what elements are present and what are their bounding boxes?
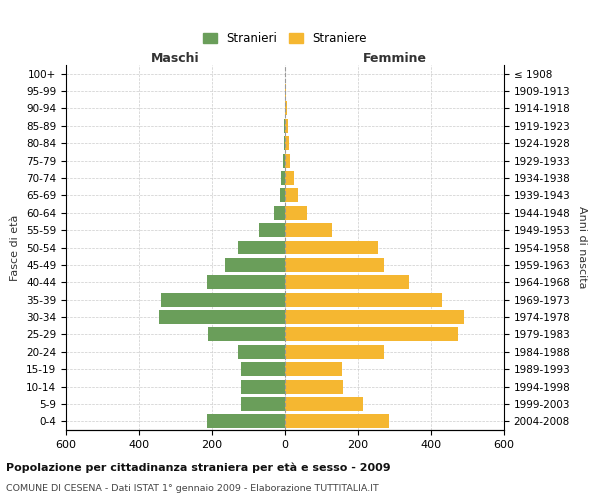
- Text: COMUNE DI CESENA - Dati ISTAT 1° gennaio 2009 - Elaborazione TUTTITALIA.IT: COMUNE DI CESENA - Dati ISTAT 1° gennaio…: [6, 484, 379, 493]
- Bar: [225, 258, 285, 272]
- Y-axis label: Fasce di età: Fasce di età: [10, 214, 20, 280]
- Bar: [285, 223, 332, 237]
- Bar: [285, 414, 389, 428]
- Bar: [285, 276, 409, 289]
- Bar: [208, 328, 285, 342]
- Bar: [284, 119, 285, 133]
- Bar: [285, 310, 464, 324]
- Bar: [285, 206, 307, 220]
- Bar: [285, 380, 343, 394]
- Bar: [285, 240, 378, 254]
- Bar: [285, 258, 383, 272]
- Bar: [281, 171, 285, 185]
- Bar: [285, 292, 442, 306]
- Bar: [238, 240, 285, 254]
- Bar: [285, 84, 286, 98]
- Bar: [285, 171, 294, 185]
- Text: Maschi: Maschi: [151, 52, 200, 65]
- Text: Femmine: Femmine: [362, 52, 427, 65]
- Bar: [283, 154, 285, 168]
- Bar: [284, 136, 285, 150]
- Bar: [161, 292, 285, 306]
- Bar: [241, 380, 285, 394]
- Bar: [280, 188, 285, 202]
- Bar: [274, 206, 285, 220]
- Bar: [206, 276, 285, 289]
- Bar: [206, 414, 285, 428]
- Bar: [285, 136, 289, 150]
- Bar: [285, 397, 364, 411]
- Bar: [241, 362, 285, 376]
- Bar: [285, 188, 298, 202]
- Text: Popolazione per cittadinanza straniera per età e sesso - 2009: Popolazione per cittadinanza straniera p…: [6, 462, 391, 473]
- Bar: [285, 362, 341, 376]
- Y-axis label: Anni di nascita: Anni di nascita: [577, 206, 587, 289]
- Bar: [285, 328, 458, 342]
- Bar: [241, 397, 285, 411]
- Legend: Stranieri, Straniere: Stranieri, Straniere: [198, 27, 372, 50]
- Bar: [285, 154, 290, 168]
- Bar: [285, 102, 287, 116]
- Bar: [238, 345, 285, 358]
- Bar: [285, 345, 383, 358]
- Bar: [159, 310, 285, 324]
- Bar: [285, 119, 288, 133]
- Bar: [259, 223, 285, 237]
